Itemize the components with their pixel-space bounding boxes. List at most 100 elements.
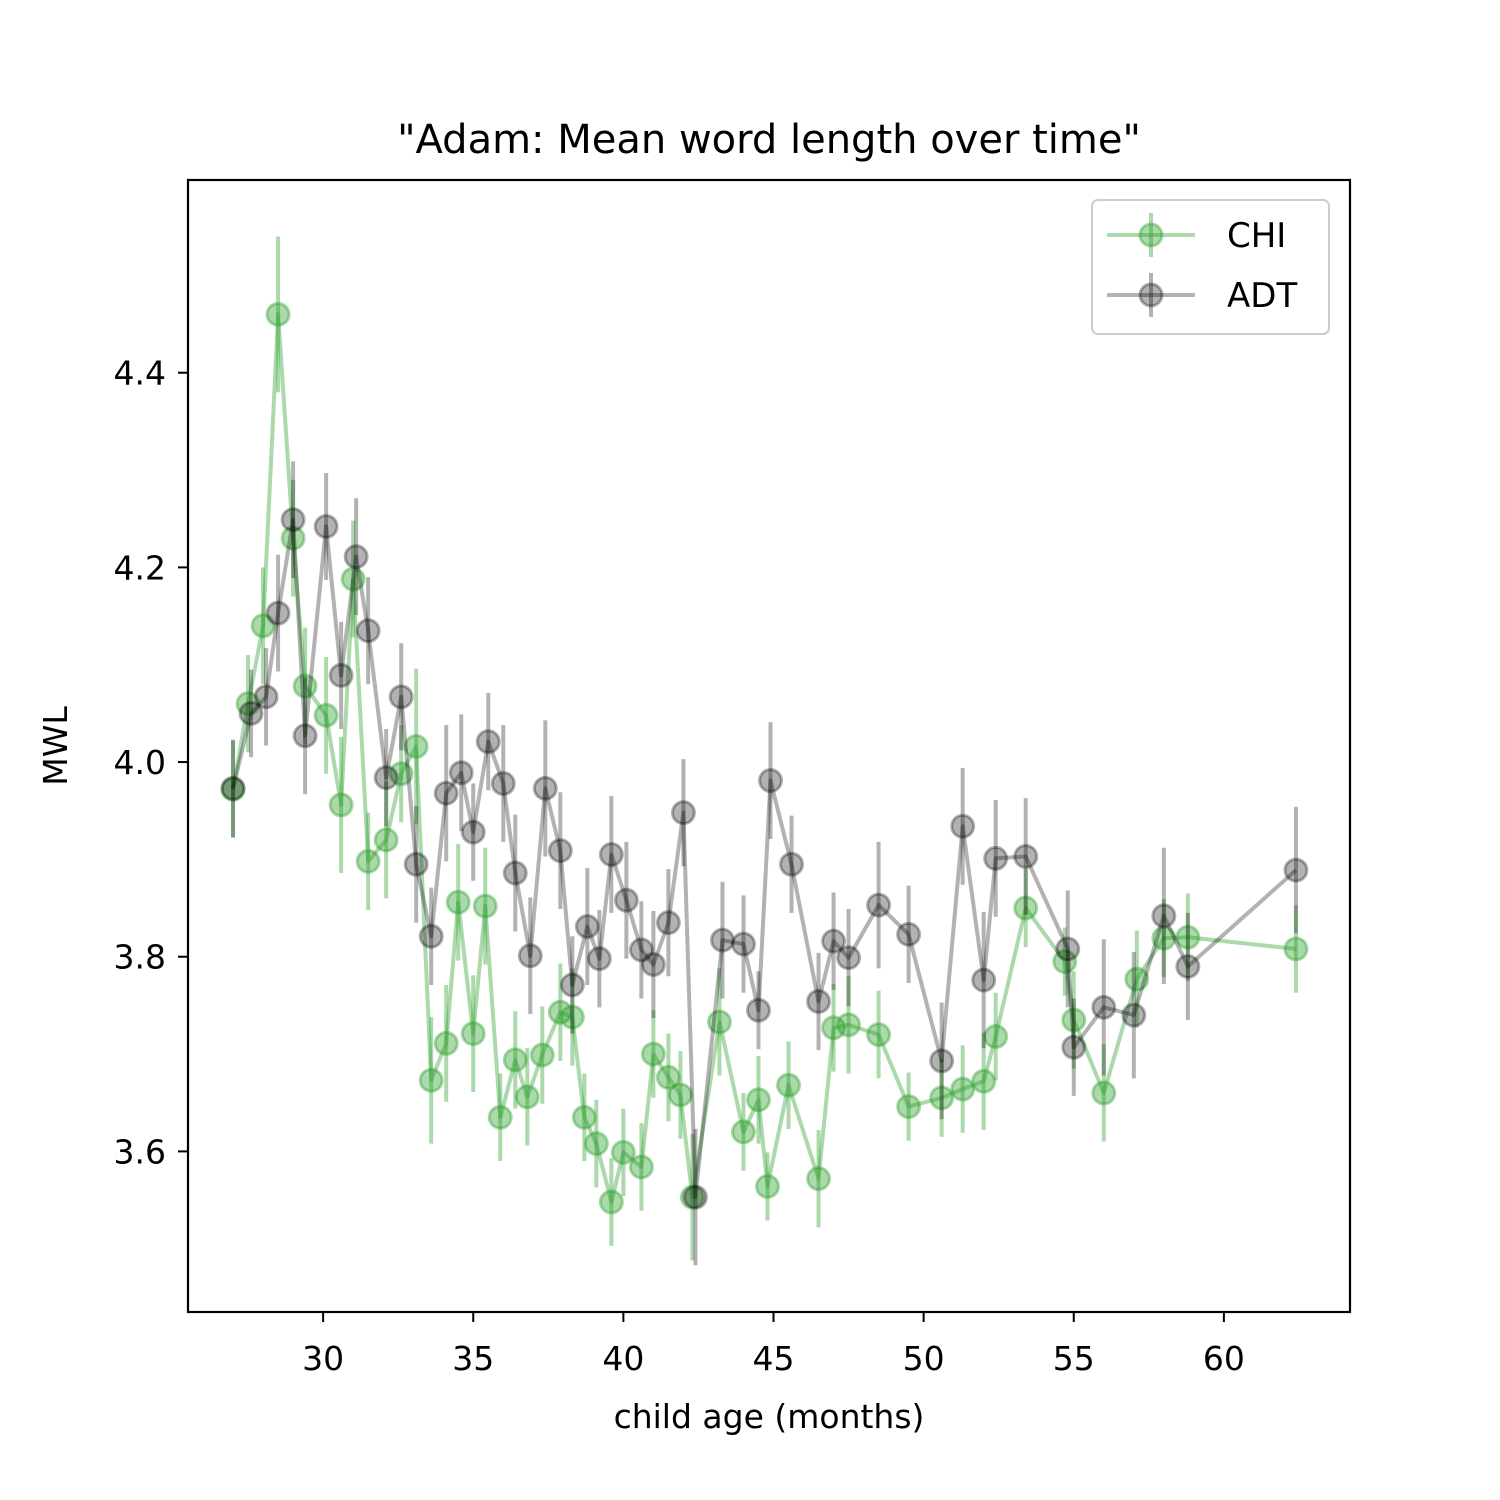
data-point-adt (950, 813, 976, 839)
data-point-chi (547, 999, 573, 1025)
data-point-chi (583, 1131, 609, 1157)
y-tick-label: 3.6 (114, 1132, 166, 1171)
data-point-adt (220, 775, 246, 801)
data-point-adt (280, 507, 306, 533)
x-tick-label: 40 (602, 1339, 644, 1378)
data-point-chi (460, 1021, 486, 1047)
data-point-adt (745, 997, 771, 1023)
data-point-adt (1151, 903, 1177, 929)
x-tick-label: 55 (1053, 1339, 1095, 1378)
x-tick-label: 30 (302, 1339, 344, 1378)
data-point-chi (628, 1154, 654, 1180)
data-point-adt (613, 887, 639, 913)
data-point-chi (950, 1076, 976, 1102)
data-point-chi (821, 1015, 847, 1041)
x-axis-label: child age (months) (614, 1397, 925, 1436)
data-point-chi (1283, 936, 1309, 962)
y-tick-label: 4.0 (114, 743, 166, 782)
series-line-chi (231, 312, 1297, 1204)
data-point-adt (547, 838, 573, 864)
data-point-chi (388, 761, 414, 787)
data-point-chi (529, 1042, 555, 1068)
data-point-adt (532, 775, 558, 801)
data-point-adt (490, 770, 516, 796)
data-point-adt (574, 914, 600, 940)
legend-label-adt: ADT (1227, 276, 1297, 316)
data-point-adt (292, 723, 318, 749)
legend-item-adt: ADT (1107, 273, 1297, 317)
chart-title: "Adam: Mean word length over time" (397, 117, 1141, 163)
data-point-chi (610, 1139, 636, 1165)
x-tick-label: 50 (903, 1339, 945, 1378)
data-point-chi (235, 691, 261, 717)
data-point-adt (821, 928, 847, 954)
data-point-chi (806, 1166, 832, 1192)
data-point-adt (559, 972, 585, 998)
data-point-adt (388, 684, 414, 710)
data-point-chi (655, 1064, 681, 1090)
data-point-chi (472, 893, 498, 919)
data-point-chi (983, 1024, 1009, 1050)
data-point-adt (1121, 1002, 1147, 1028)
data-point-chi (1061, 1007, 1087, 1033)
data-point-adt (502, 860, 528, 886)
series-line-adt (231, 517, 1298, 1200)
data-point-chi (745, 1087, 771, 1113)
data-point-adt (866, 892, 892, 918)
plot-series (220, 236, 1309, 1266)
data-point-adt (265, 600, 291, 626)
data-point-adt (682, 1184, 708, 1210)
legend-item-chi: CHI (1107, 213, 1286, 257)
data-point-chi (1091, 1080, 1117, 1106)
data-point-chi (418, 1067, 444, 1093)
data-point-adt (460, 819, 486, 845)
y-tick-label: 3.8 (114, 938, 166, 977)
data-point-adt (313, 514, 339, 540)
data-point-adt (1013, 843, 1039, 869)
data-point-adt (640, 952, 666, 978)
data-point-chi (971, 1068, 997, 1094)
data-point-chi (487, 1104, 513, 1130)
data-point-chi (929, 1085, 955, 1111)
data-point-adt (355, 618, 381, 644)
data-point-chi (896, 1094, 922, 1120)
data-point-chi (292, 673, 318, 699)
data-point-adt (598, 842, 624, 868)
data-point-chi (1151, 925, 1177, 951)
data-point-chi (403, 733, 429, 759)
data-point-chi (313, 702, 339, 728)
x-tick-label: 45 (753, 1339, 795, 1378)
data-point-adt (475, 729, 501, 755)
data-point-adt (433, 780, 459, 806)
data-point-adt (983, 845, 1009, 871)
data-point-adt (1283, 857, 1309, 883)
x-tick-label: 35 (452, 1339, 494, 1378)
legend-marker-adt (1138, 282, 1164, 308)
data-point-chi (373, 827, 399, 853)
data-point-chi (1052, 949, 1078, 975)
data-point-chi (706, 1009, 732, 1035)
data-point-adt (328, 662, 354, 688)
data-point-adt (1091, 994, 1117, 1020)
y-axis-label: MWL (36, 706, 75, 786)
y-tick-label: 4.2 (114, 548, 166, 587)
data-point-chi (220, 776, 246, 802)
data-point-adt (709, 927, 735, 953)
data-point-chi (502, 1047, 528, 1073)
data-point-chi (328, 792, 354, 818)
data-point-adt (971, 967, 997, 993)
data-point-chi (679, 1184, 705, 1210)
data-point-adt (628, 937, 654, 963)
data-point-adt (655, 910, 681, 936)
data-point-chi (250, 613, 276, 639)
data-point-adt (586, 946, 612, 972)
data-point-chi (667, 1082, 693, 1108)
data-point-chi (754, 1173, 780, 1199)
data-point-chi (866, 1022, 892, 1048)
data-point-adt (779, 851, 805, 877)
data-point-adt (730, 931, 756, 957)
legend-label-chi: CHI (1227, 216, 1286, 256)
data-point-chi (280, 525, 306, 551)
data-point-chi (514, 1084, 540, 1110)
data-point-adt (1175, 953, 1201, 979)
